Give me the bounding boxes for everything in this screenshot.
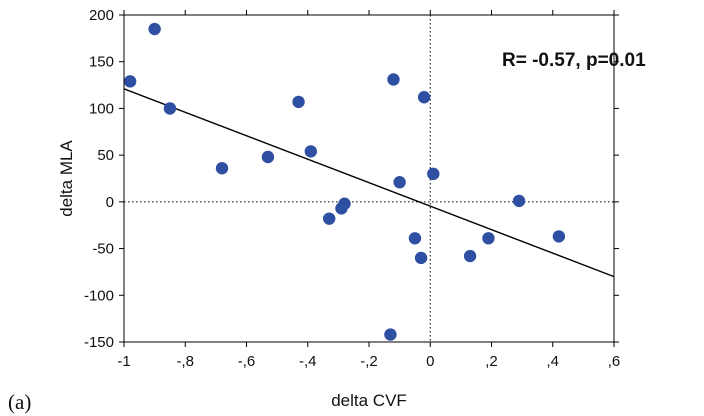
- x-tick-label: ,2: [485, 353, 498, 370]
- y-tick-label: -150: [84, 334, 114, 351]
- y-tick-label: 150: [89, 54, 114, 71]
- data-point-12: [393, 176, 406, 189]
- regression-line-group: [123, 88, 615, 278]
- data-point-14: [408, 232, 422, 245]
- y-tick-label: 200: [89, 7, 114, 24]
- x-tick-label: 0: [426, 353, 434, 370]
- x-tick-label: ,6: [608, 353, 621, 370]
- data-point-1: [123, 75, 137, 88]
- x-axis-title: delta CVF: [331, 391, 407, 410]
- data-point-19: [482, 232, 495, 245]
- x-tick-label: -,2: [360, 353, 378, 370]
- data-point-16: [417, 91, 431, 104]
- x-tick-label: -1: [117, 353, 130, 370]
- data-point-5: [261, 150, 275, 164]
- panel-label: (a): [8, 390, 31, 414]
- data-point-17: [427, 167, 440, 181]
- data-point-20: [512, 194, 526, 208]
- x-tick-labels: -1 -,8 -,6 -,4 -,2 0 ,2 ,4 ,6: [117, 353, 620, 370]
- axis-ticks: [119, 10, 619, 347]
- data-point-15: [414, 251, 428, 265]
- data-point-10: [338, 197, 351, 210]
- data-point-3: [163, 102, 177, 115]
- y-tick-label: 100: [89, 100, 114, 117]
- data-point-21: [552, 230, 566, 243]
- data-point-6: [292, 95, 305, 109]
- data-point-4: [215, 162, 229, 175]
- y-tick-label: 0: [106, 194, 114, 211]
- data-point-11: [387, 73, 400, 86]
- data-points: [123, 22, 566, 341]
- y-tick-label: -100: [84, 287, 114, 304]
- data-point-2: [148, 22, 161, 36]
- y-axis-title: delta MLA: [57, 140, 76, 217]
- y-tick-label: 50: [97, 147, 114, 164]
- data-point-8: [322, 212, 336, 225]
- x-tick-label: ,4: [546, 353, 559, 370]
- x-tick-label: -,4: [299, 353, 317, 370]
- data-point-7: [304, 145, 318, 158]
- regression-line: [123, 88, 615, 278]
- y-tick-labels: -150 -100 -50 0 50 100 150 200: [84, 7, 114, 351]
- data-point-18: [463, 249, 477, 263]
- correlation-annotation: R= -0.57, p=0.01: [502, 50, 646, 71]
- data-point-13: [384, 328, 397, 341]
- x-tick-label: -,8: [176, 353, 194, 370]
- y-tick-label: -50: [92, 241, 114, 258]
- reference-lines: [124, 15, 614, 342]
- x-tick-label: -,6: [238, 353, 256, 370]
